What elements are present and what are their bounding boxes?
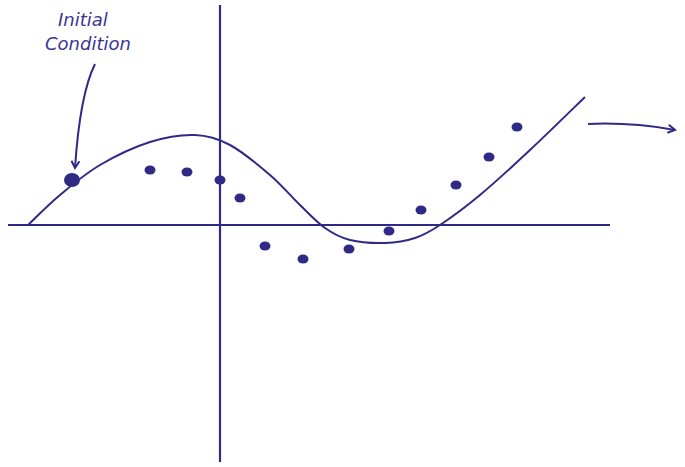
chart: Initial Condition bbox=[0, 0, 685, 467]
annotation-line: Initial bbox=[58, 9, 108, 30]
point bbox=[235, 194, 246, 203]
point bbox=[344, 245, 355, 254]
point bbox=[215, 176, 226, 185]
x-axis bbox=[8, 224, 610, 226]
plot-area bbox=[28, 97, 585, 264]
point bbox=[512, 123, 523, 132]
point bbox=[384, 227, 395, 236]
annotation-arrow bbox=[75, 64, 95, 168]
point bbox=[64, 173, 80, 187]
curve bbox=[28, 97, 585, 243]
annotation: Initial Condition bbox=[45, 9, 131, 54]
point bbox=[260, 242, 271, 251]
point bbox=[484, 153, 495, 162]
point bbox=[298, 255, 309, 264]
point bbox=[416, 206, 427, 215]
point bbox=[182, 168, 193, 177]
point bbox=[145, 166, 156, 175]
point bbox=[451, 181, 462, 190]
annotation-line: Condition bbox=[45, 33, 131, 54]
right-arrow bbox=[588, 124, 675, 130]
y-axis bbox=[219, 5, 221, 462]
